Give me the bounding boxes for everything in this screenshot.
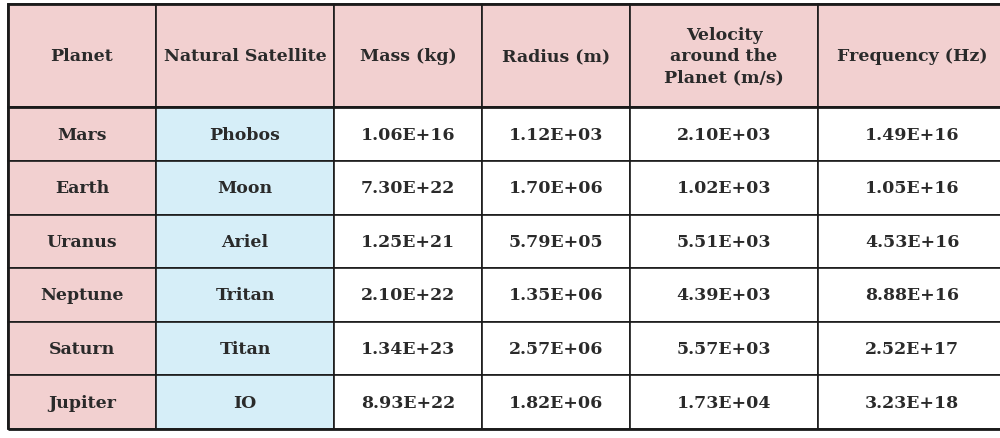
Text: 8.88E+16: 8.88E+16: [865, 287, 959, 304]
Bar: [482, 5, 630, 108]
Bar: [630, 268, 818, 322]
Bar: [334, 162, 482, 215]
Bar: [156, 322, 334, 375]
Bar: [156, 375, 334, 429]
Bar: [818, 5, 1000, 108]
Text: Uranus: Uranus: [47, 233, 117, 250]
Text: 7.30E+22: 7.30E+22: [361, 180, 455, 197]
Bar: [630, 162, 818, 215]
Text: 3.23E+18: 3.23E+18: [865, 394, 959, 410]
Text: 1.70E+06: 1.70E+06: [509, 180, 603, 197]
Bar: [818, 322, 1000, 375]
Bar: [818, 162, 1000, 215]
Bar: [334, 322, 482, 375]
Text: Velocity
around the
Planet (m/s): Velocity around the Planet (m/s): [664, 28, 784, 86]
Bar: [8, 108, 156, 162]
Text: 1.12E+03: 1.12E+03: [509, 127, 603, 143]
Text: 1.82E+06: 1.82E+06: [509, 394, 603, 410]
Bar: [818, 215, 1000, 268]
Bar: [818, 375, 1000, 429]
Text: 2.52E+17: 2.52E+17: [865, 340, 959, 357]
Bar: [630, 108, 818, 162]
Text: 4.39E+03: 4.39E+03: [677, 287, 771, 304]
Text: Earth: Earth: [55, 180, 109, 197]
Bar: [334, 108, 482, 162]
Bar: [8, 215, 156, 268]
Bar: [482, 108, 630, 162]
Text: 1.02E+03: 1.02E+03: [677, 180, 771, 197]
Bar: [482, 322, 630, 375]
Bar: [818, 108, 1000, 162]
Text: 4.53E+16: 4.53E+16: [865, 233, 959, 250]
Bar: [156, 108, 334, 162]
Bar: [630, 375, 818, 429]
Text: Natural Satellite: Natural Satellite: [164, 48, 326, 65]
Text: Moon: Moon: [217, 180, 273, 197]
Text: Neptune: Neptune: [40, 287, 124, 304]
Text: IO: IO: [233, 394, 257, 410]
Text: 1.73E+04: 1.73E+04: [677, 394, 771, 410]
Text: 5.51E+03: 5.51E+03: [677, 233, 771, 250]
Text: 5.79E+05: 5.79E+05: [509, 233, 603, 250]
Bar: [8, 322, 156, 375]
Bar: [482, 375, 630, 429]
Text: 5.57E+03: 5.57E+03: [677, 340, 771, 357]
Bar: [334, 375, 482, 429]
Bar: [156, 215, 334, 268]
Text: Tritan: Tritan: [215, 287, 275, 304]
Text: 1.35E+06: 1.35E+06: [509, 287, 603, 304]
Text: 1.25E+21: 1.25E+21: [361, 233, 455, 250]
Bar: [8, 268, 156, 322]
Bar: [482, 268, 630, 322]
Bar: [156, 5, 334, 108]
Bar: [8, 5, 156, 108]
Bar: [630, 5, 818, 108]
Text: 1.49E+16: 1.49E+16: [865, 127, 959, 143]
Text: Titan: Titan: [219, 340, 271, 357]
Text: 2.57E+06: 2.57E+06: [509, 340, 603, 357]
Text: Mass (kg): Mass (kg): [360, 48, 456, 65]
Bar: [818, 268, 1000, 322]
Text: Jupiter: Jupiter: [48, 394, 116, 410]
Bar: [334, 268, 482, 322]
Bar: [156, 162, 334, 215]
Text: Planet: Planet: [51, 48, 113, 65]
Text: 1.34E+23: 1.34E+23: [361, 340, 455, 357]
Text: Radius (m): Radius (m): [502, 48, 610, 65]
Text: 1.05E+16: 1.05E+16: [865, 180, 959, 197]
Bar: [482, 162, 630, 215]
Bar: [156, 268, 334, 322]
Text: Phobos: Phobos: [210, 127, 280, 143]
Bar: [334, 215, 482, 268]
Text: Mars: Mars: [57, 127, 107, 143]
Bar: [630, 322, 818, 375]
Text: 1.06E+16: 1.06E+16: [361, 127, 455, 143]
Text: Frequency (Hz): Frequency (Hz): [837, 48, 987, 65]
Bar: [482, 215, 630, 268]
Bar: [8, 162, 156, 215]
Bar: [8, 375, 156, 429]
Text: Saturn: Saturn: [49, 340, 115, 357]
Text: 2.10E+03: 2.10E+03: [677, 127, 771, 143]
Text: 8.93E+22: 8.93E+22: [361, 394, 455, 410]
Bar: [630, 215, 818, 268]
Text: 2.10E+22: 2.10E+22: [361, 287, 455, 304]
Text: Ariel: Ariel: [221, 233, 269, 250]
Bar: [334, 5, 482, 108]
